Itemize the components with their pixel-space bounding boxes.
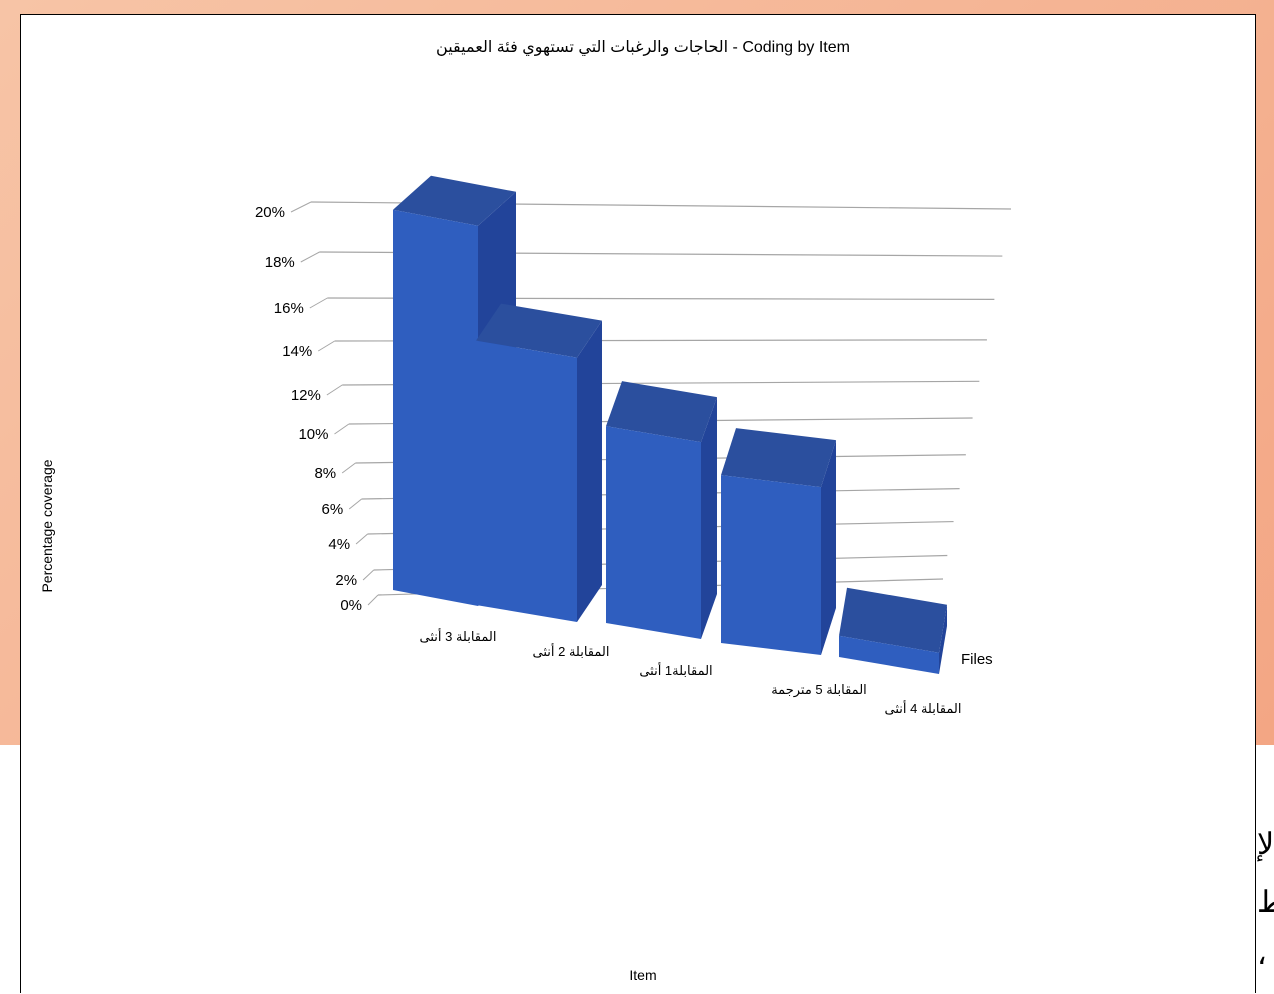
grid-tick-stub bbox=[309, 297, 328, 309]
bar bbox=[839, 587, 947, 674]
x-tick-label: المقابلة 5 مترجمة bbox=[771, 682, 867, 698]
grid-tick-stub bbox=[362, 569, 375, 581]
x-tick-label: المقابلة 4 أنثى bbox=[885, 700, 962, 716]
edge-text-fragment: ، bbox=[1257, 938, 1267, 971]
grid-tick-stub bbox=[326, 384, 343, 396]
y-axis-title: Percentage coverage bbox=[39, 459, 55, 592]
bar-front-face bbox=[721, 475, 821, 655]
edge-text-fragment: لإ bbox=[1257, 828, 1274, 861]
bar-top-face bbox=[606, 381, 717, 443]
bar bbox=[721, 428, 836, 655]
y-tick-label: 2% bbox=[335, 572, 357, 589]
bar-front-face bbox=[606, 426, 701, 639]
y-tick-label: 12% bbox=[291, 387, 321, 404]
y-tick-label: 8% bbox=[314, 465, 336, 482]
bar-top-face bbox=[721, 428, 836, 488]
y-tick-label: 10% bbox=[298, 426, 328, 443]
bars bbox=[393, 175, 947, 674]
x-tick-label: المقابلة 3 أنثى bbox=[420, 628, 497, 644]
grid-tick-stub bbox=[317, 340, 335, 352]
bar bbox=[606, 381, 717, 639]
x-tick-label: المقابلة1 أنثى bbox=[639, 662, 712, 678]
y-tick-label: 20% bbox=[255, 204, 285, 221]
x-axis-title: Item bbox=[629, 967, 656, 983]
edge-text-fragment: ط bbox=[1257, 886, 1274, 919]
chart-title: الحاجات والرغبات التي تستهوي فئة العميقي… bbox=[436, 39, 850, 57]
grid-tick-stub bbox=[341, 462, 356, 474]
y-tick-label: 14% bbox=[282, 343, 312, 360]
bar-front-face bbox=[393, 209, 478, 607]
grid-tick-stub bbox=[290, 201, 312, 213]
chart-frame: الحاجات والرغبات التي تستهوي فئة العميقي… bbox=[20, 14, 1256, 993]
category-labels: المقابلة 3 أنثى المقابلة 2 أنثى المقابلة1 … bbox=[420, 628, 962, 716]
bar-top-face bbox=[839, 587, 947, 653]
y-tick-label: 4% bbox=[328, 536, 350, 553]
grid-tick-stub bbox=[355, 533, 368, 545]
bar-top-face bbox=[476, 303, 602, 358]
bar-side-face bbox=[939, 604, 947, 674]
grid-tick-stub bbox=[334, 423, 350, 435]
bar-top-face bbox=[393, 175, 516, 226]
bar-front-face bbox=[839, 635, 939, 674]
y-tick-label: 16% bbox=[274, 300, 304, 317]
bar-side-face bbox=[821, 440, 836, 655]
y-axis-ticks: 0% 2% 4% 6% 8% 10% 12% 14% 16% 18% 20% bbox=[255, 204, 362, 614]
depth-axis-label: Files bbox=[961, 651, 993, 668]
x-tick-label: المقابلة 2 أنثى bbox=[533, 643, 610, 659]
bar bbox=[476, 303, 602, 622]
y-tick-label: 6% bbox=[322, 501, 344, 518]
chart-canvas: الحاجات والرغبات التي تستهوي فئة العميقي… bbox=[39, 39, 1012, 983]
grid-tick-stub bbox=[367, 594, 379, 606]
grid-tick-stub bbox=[300, 251, 320, 263]
background-document-text: لإ ط ، bbox=[1257, 745, 1274, 993]
y-tick-label: 18% bbox=[265, 254, 295, 271]
bar-side-face bbox=[577, 320, 602, 622]
grid-tick-stub bbox=[348, 498, 362, 510]
bar-front-face bbox=[476, 340, 577, 622]
bar-side-face bbox=[701, 397, 717, 639]
y-tick-label: 0% bbox=[340, 597, 362, 614]
